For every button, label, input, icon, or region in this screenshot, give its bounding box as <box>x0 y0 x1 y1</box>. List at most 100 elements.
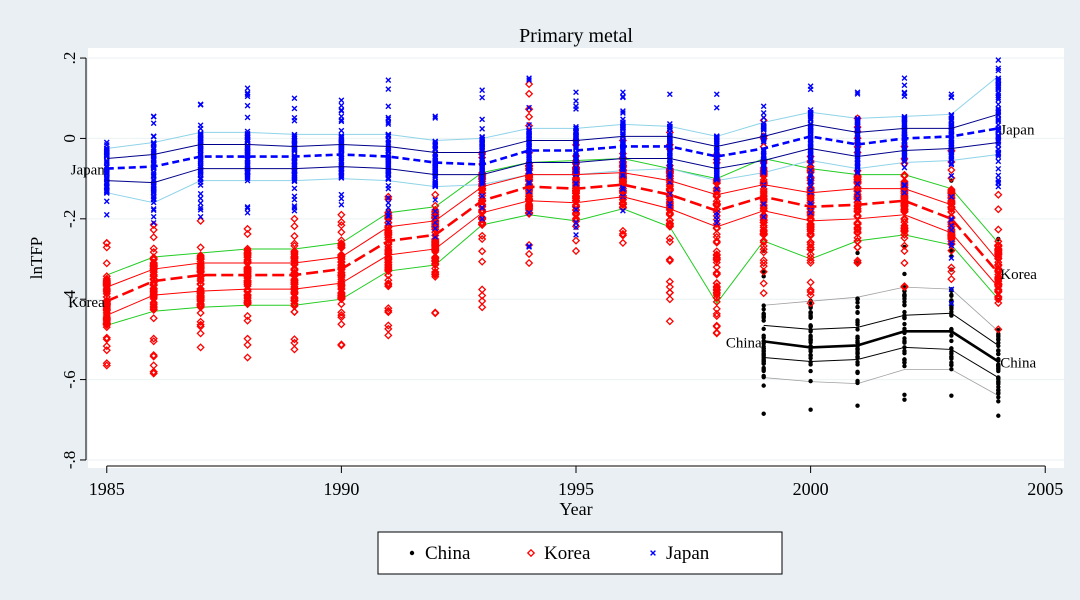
japan-point <box>479 87 486 94</box>
korea-point <box>524 196 534 205</box>
japan-point <box>713 212 720 219</box>
korea-point <box>337 275 346 284</box>
china-point <box>855 338 860 344</box>
japan-point <box>479 215 486 222</box>
japan-point <box>432 115 439 121</box>
japan-point <box>854 169 861 176</box>
japan-point <box>901 181 908 188</box>
japan-q25-line <box>106 141 999 184</box>
korea-point <box>900 258 909 268</box>
china-point <box>996 340 1001 346</box>
korea-point <box>290 294 299 303</box>
korea-point <box>712 230 721 239</box>
japan-q75-line <box>106 113 999 160</box>
korea-point <box>806 164 815 173</box>
legend-label-korea: Korea <box>544 543 591 564</box>
japan-point <box>666 191 673 198</box>
korea-point <box>478 303 487 312</box>
japan-point <box>291 147 298 154</box>
japan-point <box>995 165 1002 172</box>
china-point <box>855 310 860 316</box>
japan-point <box>948 286 955 293</box>
japan-point <box>244 177 251 184</box>
japan-point <box>948 153 955 160</box>
japan-point <box>103 139 110 146</box>
korea-point <box>994 252 1003 262</box>
japan-point <box>573 136 579 143</box>
japan-point <box>385 114 392 121</box>
japan-point <box>995 158 1002 165</box>
x-tick-label: 1990 <box>323 479 359 499</box>
korea-point <box>994 260 1003 269</box>
japan-point <box>197 200 204 207</box>
japan-point <box>807 178 814 185</box>
china-point <box>949 248 954 253</box>
korea-point <box>243 285 252 294</box>
japan-point <box>713 176 720 183</box>
china-p10-line <box>763 369 999 397</box>
korea-point <box>853 187 862 196</box>
japan-point <box>244 205 251 212</box>
korea-point <box>478 186 487 195</box>
japan-point <box>854 119 861 126</box>
korea-point <box>712 190 721 199</box>
japan-point <box>432 208 439 215</box>
japan-point <box>620 119 626 126</box>
korea-point <box>759 256 768 265</box>
korea-point <box>900 227 909 236</box>
series-annotations: Japan Japan Korea Korea China China <box>68 122 1037 371</box>
korea-point <box>712 199 721 208</box>
japan-point <box>150 207 157 214</box>
japan-point <box>760 161 767 168</box>
japan-point <box>760 125 767 132</box>
japan-point <box>901 146 908 153</box>
japan-point <box>666 137 673 144</box>
korea-point <box>994 205 1003 214</box>
japan-point <box>713 219 720 226</box>
korea-point <box>337 280 346 290</box>
japan-point <box>650 550 656 556</box>
japan-point <box>948 222 955 229</box>
japan-point <box>948 161 955 168</box>
japan-point <box>948 127 955 134</box>
korea-point <box>243 296 252 305</box>
japan-point <box>713 140 720 147</box>
korea-point <box>196 299 205 308</box>
japan-point <box>197 190 204 197</box>
japan-point <box>807 111 814 118</box>
korea-point <box>900 189 909 199</box>
korea-point <box>853 256 862 265</box>
china-point <box>949 333 954 338</box>
korea-point <box>853 175 862 184</box>
korea-point <box>571 179 581 189</box>
korea-point <box>571 236 581 245</box>
japan-point <box>807 116 814 122</box>
korea-point <box>947 165 956 175</box>
japan-point <box>385 156 392 163</box>
japan-point <box>291 193 298 200</box>
korea-point <box>665 237 674 246</box>
korea-point <box>149 233 158 242</box>
korea-point <box>337 270 346 279</box>
china-point <box>761 303 766 308</box>
korea-point <box>900 241 909 250</box>
japan-point <box>479 168 486 175</box>
japan-point <box>995 65 1002 72</box>
japan-point <box>713 142 720 149</box>
japan-point <box>291 178 298 185</box>
china-point <box>855 346 860 351</box>
japan-point <box>385 116 392 123</box>
japan-point <box>854 180 861 187</box>
korea-point <box>290 282 299 291</box>
korea-point <box>196 343 205 352</box>
china-point <box>996 399 1001 404</box>
korea-point <box>102 313 111 322</box>
korea-point <box>196 301 205 311</box>
japan-median-line <box>106 127 999 170</box>
korea-point <box>102 359 111 368</box>
china-point <box>902 397 907 402</box>
korea-point <box>806 221 815 231</box>
korea-point <box>478 291 487 300</box>
korea-point <box>102 238 111 248</box>
japan-point <box>432 113 439 120</box>
